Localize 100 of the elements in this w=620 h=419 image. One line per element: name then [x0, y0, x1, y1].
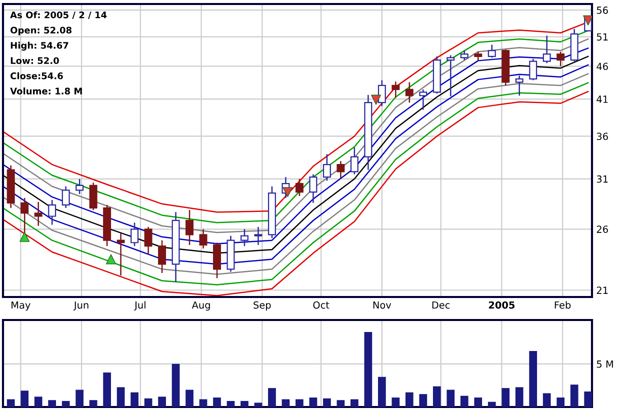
- candlestick: [350, 146, 358, 175]
- candlestick: [309, 174, 318, 204]
- bar: [296, 399, 304, 407]
- candlestick: [446, 54, 455, 97]
- x-tick-label: Jun: [73, 301, 88, 310]
- bar: [488, 402, 496, 407]
- y-tick-label: 5 M: [596, 360, 613, 368]
- bar: [529, 351, 538, 407]
- bar: [556, 398, 565, 407]
- candlestick: [515, 75, 524, 96]
- candlestick: [48, 199, 56, 226]
- bar: [584, 391, 592, 407]
- bar: [432, 386, 441, 407]
- candlestick: [460, 50, 468, 61]
- candlestick: [144, 226, 152, 256]
- bar: [378, 376, 386, 407]
- point: [282, 187, 293, 198]
- bar: [144, 398, 152, 407]
- bar: [6, 399, 15, 407]
- bar: [282, 399, 290, 407]
- x-tick-label: Oct: [313, 301, 330, 309]
- bar: [186, 390, 194, 407]
- candlestick: [76, 178, 84, 195]
- annotation: Open: 52.08: [10, 26, 72, 36]
- candlestick: [556, 51, 565, 67]
- bar: [405, 392, 414, 407]
- x-tick-label: Sep: [254, 301, 271, 311]
- annotation: As Of: 2005 / 2 / 14: [10, 11, 107, 20]
- bar: [116, 387, 125, 407]
- x-tick-label: Aug: [192, 301, 210, 311]
- annotation: Low: 52.0: [10, 57, 59, 64]
- x-tick-label: Feb: [554, 301, 571, 309]
- candlestick: [419, 88, 428, 110]
- bar: [213, 398, 221, 407]
- bar: [89, 400, 98, 407]
- bar: [48, 400, 56, 407]
- bar: [350, 399, 358, 407]
- x-tick-label: Jul: [134, 301, 146, 310]
- bar: [76, 390, 84, 407]
- bar: [515, 387, 524, 407]
- bar: [103, 372, 111, 407]
- annotation: Close:54.6: [10, 72, 63, 80]
- bar: [460, 396, 468, 407]
- x-tick-label: May: [12, 301, 30, 311]
- point: [20, 232, 30, 242]
- candlestick: [542, 35, 551, 64]
- bar: [268, 388, 276, 407]
- candlestick: [529, 58, 538, 81]
- candlestick: [392, 80, 400, 98]
- y-tick-label: 46: [596, 62, 608, 70]
- x-tick-label: Nov: [373, 301, 392, 309]
- candlestick: [254, 226, 262, 246]
- candlestick: [116, 232, 125, 276]
- y-tick-label: 36: [596, 132, 608, 140]
- bar: [502, 388, 510, 407]
- x-tick-label: 2005: [488, 301, 515, 309]
- annotation: High: 54.67: [10, 42, 68, 51]
- y-tick-label: 31: [596, 175, 608, 183]
- x-tick-label: Dec: [432, 301, 450, 309]
- bar: [336, 400, 345, 407]
- bar: [474, 398, 482, 407]
- candlestick: [62, 186, 70, 209]
- annotation: Volume: 1.8 M: [10, 88, 82, 94]
- candlestick: [322, 154, 331, 182]
- bar: [240, 400, 248, 407]
- candlestick: [89, 182, 98, 211]
- bar: [419, 394, 428, 407]
- bar: [34, 396, 42, 407]
- bar: [226, 400, 235, 407]
- bar: [364, 332, 372, 407]
- candlestick: [295, 178, 304, 197]
- point: [371, 94, 382, 105]
- y-tick-label: 41: [596, 96, 608, 103]
- bar: [309, 398, 318, 407]
- y-tick-label: 51: [596, 33, 608, 41]
- y-tick-label: 56: [596, 6, 608, 14]
- candlestick: [405, 82, 414, 104]
- candlestick: [240, 228, 248, 247]
- bar: [20, 390, 29, 407]
- point: [106, 254, 116, 264]
- point: [583, 15, 592, 26]
- candlestick: [378, 80, 386, 107]
- bar: [62, 400, 70, 407]
- bar: [158, 396, 166, 407]
- bar: [199, 399, 208, 407]
- candlestick: [130, 222, 139, 247]
- y-tick-label: 26: [596, 226, 608, 233]
- bar: [542, 393, 551, 407]
- bar: [172, 364, 180, 407]
- bar: [130, 392, 138, 407]
- candlestick: [336, 160, 345, 180]
- candlestick: [199, 228, 208, 250]
- bar: [323, 398, 331, 407]
- candlestick: [488, 44, 496, 58]
- candlestick: [34, 201, 42, 226]
- bar: [446, 390, 455, 407]
- bar: [254, 402, 262, 407]
- bar: [392, 398, 400, 407]
- candlestick: [186, 209, 194, 246]
- y-tick-label: 21: [596, 286, 608, 294]
